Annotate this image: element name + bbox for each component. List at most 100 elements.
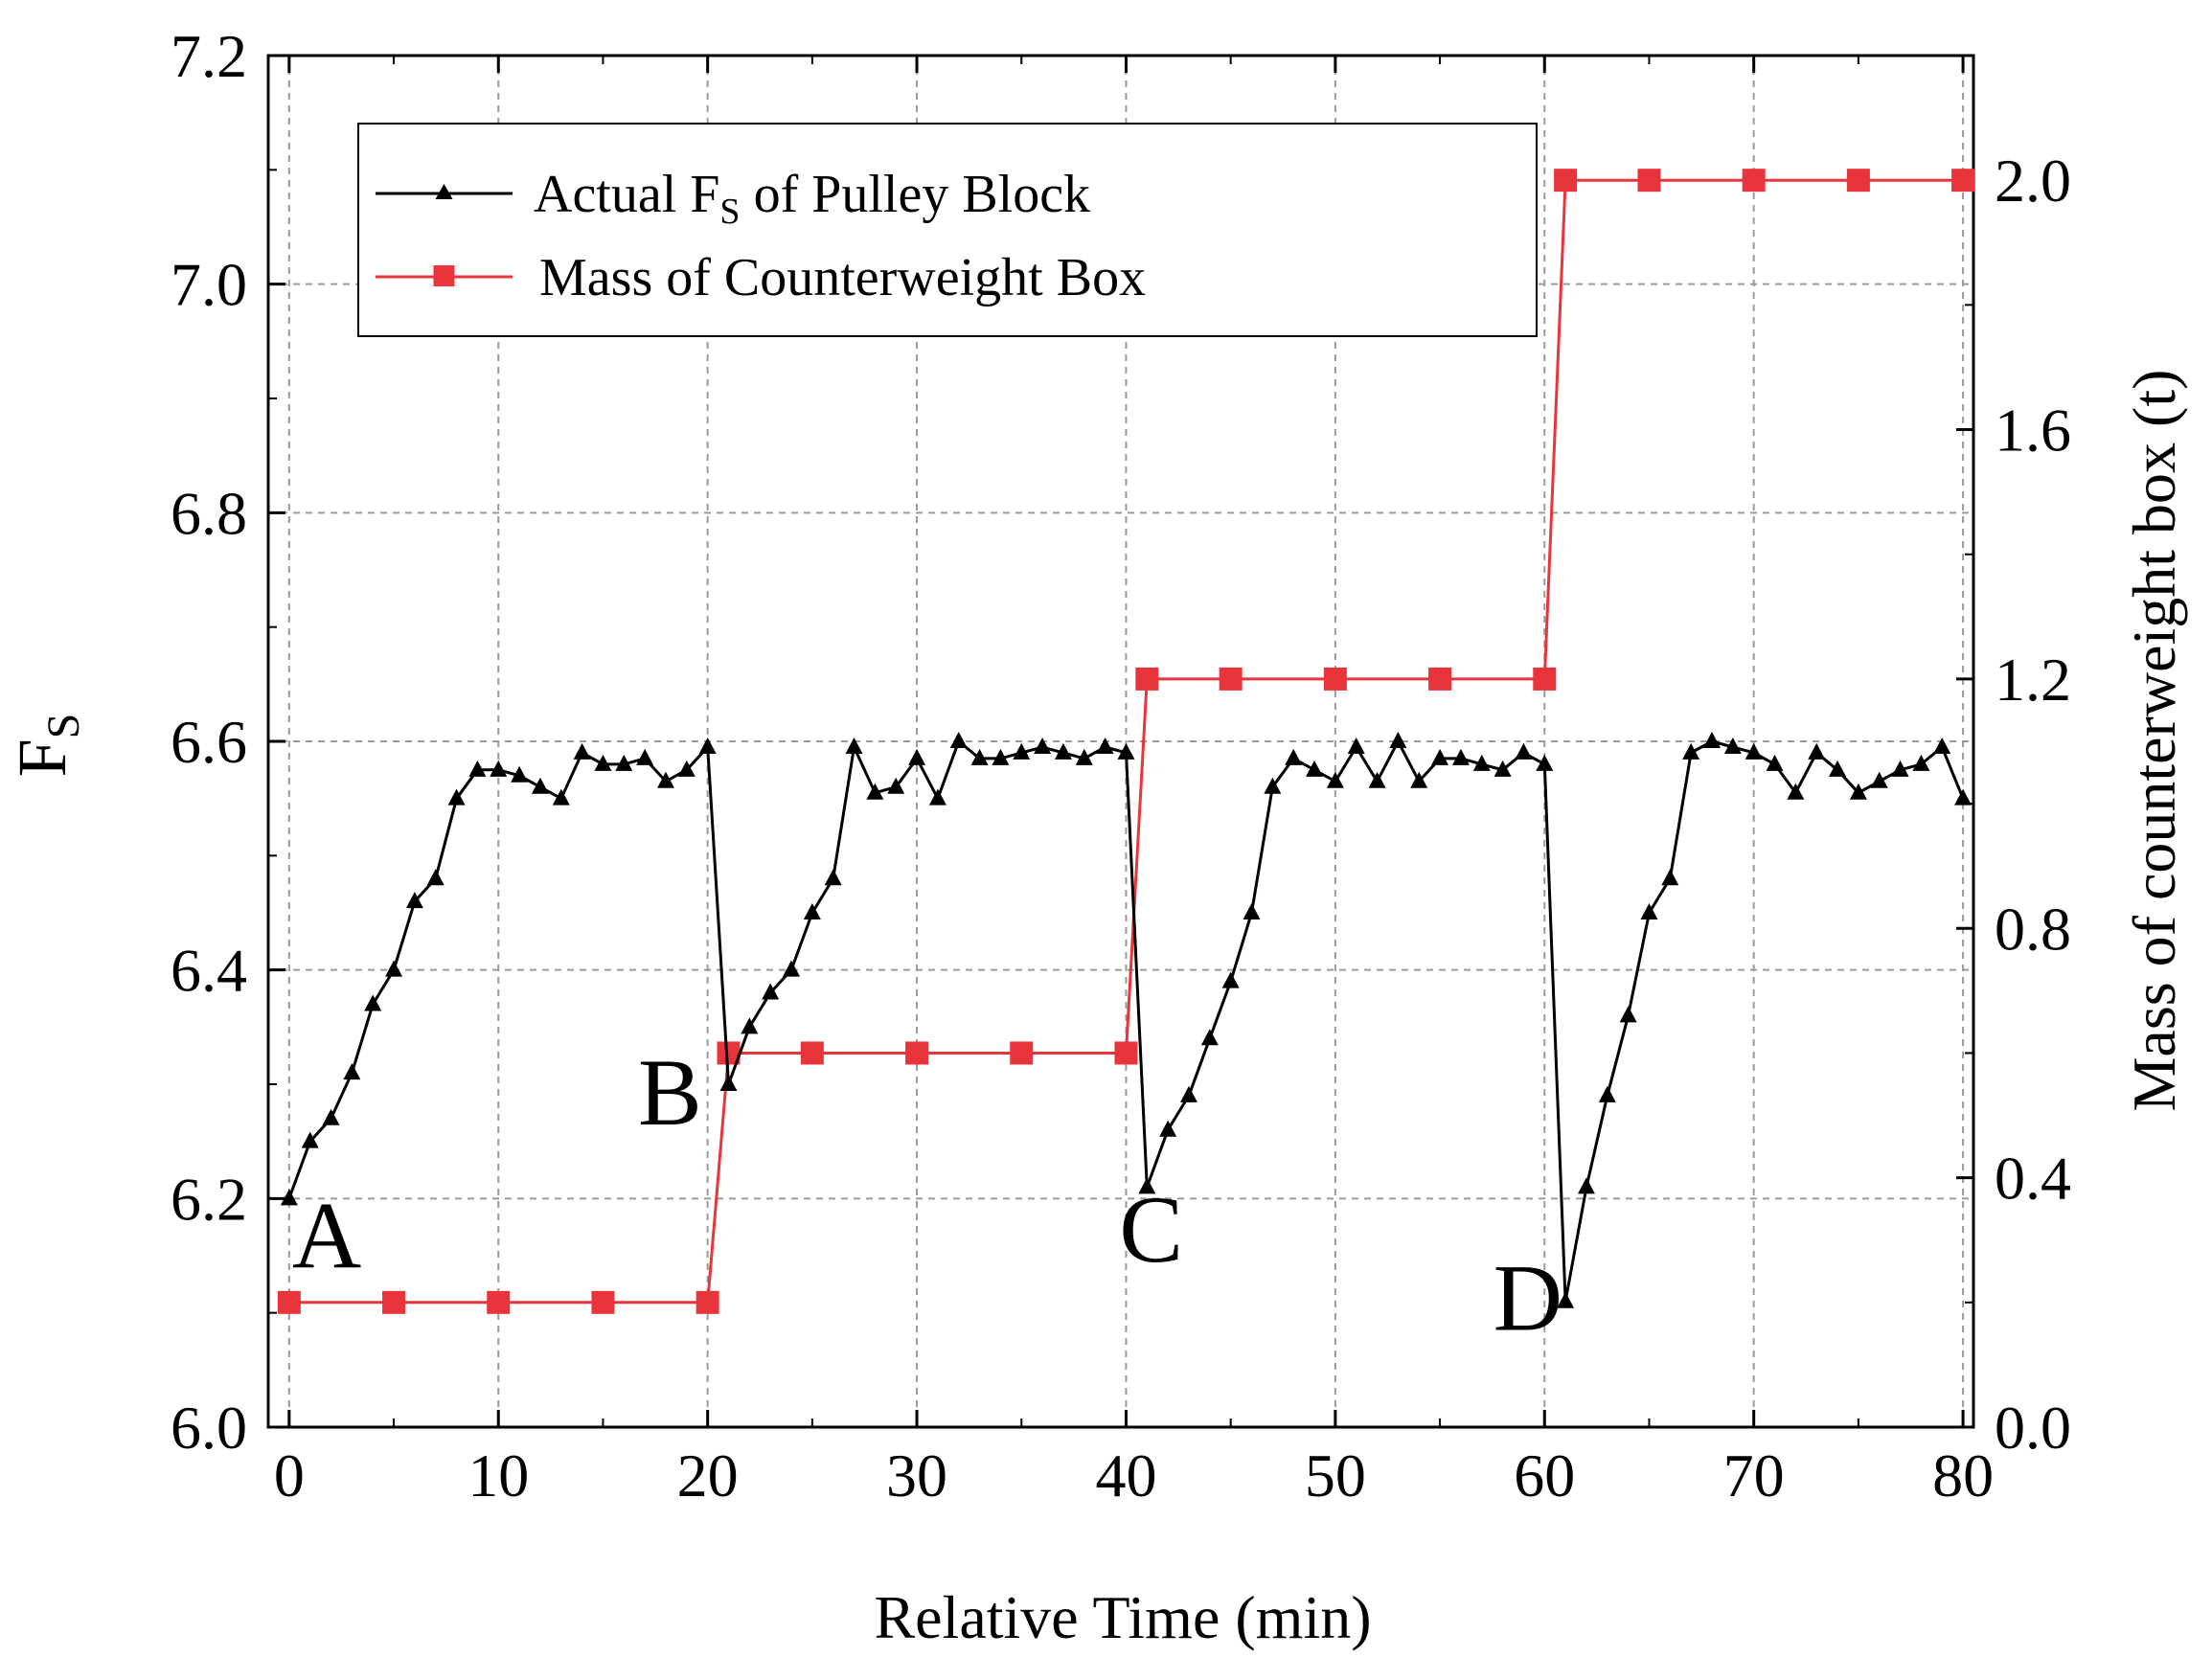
mass-marker — [1533, 667, 1557, 691]
y-right-tick-label: 2.0 — [1995, 147, 2071, 215]
y-right-tick-label: 0.8 — [1995, 895, 2071, 963]
fs-marker — [1179, 1085, 1197, 1102]
fs-marker — [552, 788, 570, 806]
fs-marker — [1808, 742, 1826, 760]
y-left-tick-label: 6.4 — [171, 937, 247, 1005]
x-tick-label: 80 — [1932, 1441, 1994, 1509]
y-left-tick-label: 6.2 — [171, 1165, 247, 1233]
fs-marker — [1285, 748, 1303, 765]
fs-marker — [1933, 737, 1951, 754]
fs-marker — [992, 748, 1010, 765]
y-axis-right: 0.0 0.4 0.8 1.2 1.6 2.0 — [1956, 55, 2071, 1462]
fs-marker — [970, 748, 989, 765]
fs-marker — [887, 777, 905, 794]
mass-marker — [1323, 667, 1347, 691]
mass-marker — [1846, 169, 1870, 193]
x-tick-label: 60 — [1514, 1441, 1575, 1509]
x-axis-title: Relative Time (min) — [874, 1583, 1371, 1651]
y-left-tick-label: 6.8 — [171, 479, 247, 547]
fs-marker — [1013, 742, 1031, 760]
fs-marker — [1494, 760, 1512, 777]
fs-marker — [656, 771, 674, 788]
mass-marker — [1742, 169, 1766, 193]
fs-marker — [1200, 1029, 1219, 1046]
legend: Actual FS of Pulley Block Mass of Counte… — [357, 123, 1538, 337]
fs-marker — [1138, 1177, 1156, 1194]
fs-marker — [322, 1108, 340, 1125]
mass-marker — [591, 1290, 615, 1314]
legend-fs-label-main: Actual F — [534, 165, 719, 224]
fs-marker — [301, 1131, 319, 1148]
fs-marker — [908, 748, 926, 765]
fs-marker — [1264, 777, 1282, 794]
fs-marker — [1536, 754, 1554, 771]
fs-marker — [1954, 788, 1973, 806]
mass-marker — [1219, 667, 1243, 691]
mass-marker — [1554, 169, 1578, 193]
fs-marker — [1661, 869, 1679, 886]
fs-marker — [1221, 971, 1240, 988]
fs-marker — [468, 760, 487, 777]
legend-mass-marker — [433, 265, 455, 286]
y-axis-left-title: FS — [4, 714, 89, 778]
fs-marker — [1515, 742, 1533, 760]
annotations: A B C D — [292, 1039, 1562, 1351]
fs-marker — [1619, 1006, 1637, 1023]
y-right-tick-label: 0.4 — [1995, 1145, 2071, 1213]
legend-mass-label: Mass of Counterweight Box — [539, 248, 1146, 307]
fs-marker — [949, 732, 968, 748]
x-tick-label: 20 — [677, 1441, 739, 1509]
fs-marker — [1410, 771, 1428, 788]
fs-marker — [824, 869, 842, 886]
x-tick-label: 40 — [1095, 1441, 1156, 1509]
mass-marker — [487, 1290, 511, 1314]
fs-marker — [1117, 742, 1135, 760]
fs-marker — [1891, 760, 1909, 777]
y-axis-left-title-sub: S — [38, 714, 89, 739]
fs-marker — [1787, 783, 1805, 800]
fs-marker — [1431, 748, 1449, 765]
fs-marker — [1326, 771, 1344, 788]
fs-marker — [1075, 748, 1093, 765]
legend-fs-label: Actual FS of Pulley Block — [534, 165, 1090, 232]
mass-marker — [1951, 169, 1975, 193]
mass-marker — [1637, 169, 1661, 193]
annotation-c: C — [1119, 1176, 1183, 1282]
y-axis-right-title: Mass of counterweight box (t) — [2120, 370, 2188, 1112]
mass-line — [288, 178, 1964, 1305]
fs-marker — [1054, 742, 1072, 760]
fs-marker — [1640, 903, 1658, 919]
mass-marker — [1428, 667, 1452, 691]
fs-marker — [1368, 771, 1386, 788]
fs-marker — [928, 788, 946, 806]
fs-marker — [1243, 903, 1261, 919]
fs-marker — [845, 737, 863, 754]
fs-marker — [1159, 1120, 1177, 1137]
y-axis-left-title-main: F — [4, 738, 80, 777]
fs-marker — [1849, 783, 1867, 800]
fs-marker — [783, 960, 801, 977]
fs-marker — [1766, 754, 1784, 771]
legend-fs-label-sub: S — [719, 192, 740, 232]
y-left-tick-label: 7.0 — [171, 251, 247, 319]
fs-marker — [866, 783, 884, 800]
fs-marker — [1745, 742, 1763, 760]
fs-marker — [594, 754, 612, 771]
series-fs — [280, 732, 1973, 1308]
legend-box — [357, 123, 1538, 337]
fs-marker — [280, 1189, 298, 1206]
mass-marker — [1135, 667, 1159, 691]
mass-marker — [1010, 1041, 1034, 1065]
fs-marker — [803, 903, 821, 919]
mass-marker — [1114, 1041, 1138, 1065]
y-right-tick-label: 1.2 — [1995, 646, 2071, 714]
fs-marker — [1829, 760, 1847, 777]
y-left-tick-label: 6.0 — [171, 1394, 247, 1462]
fs-marker — [636, 748, 654, 765]
fs-marker — [1306, 760, 1324, 777]
fs-marker — [364, 994, 382, 1011]
fs-marker — [1912, 754, 1930, 771]
fs-marker — [573, 742, 591, 760]
fs-marker — [405, 892, 423, 909]
y-right-tick-label: 0.0 — [1995, 1394, 2071, 1462]
